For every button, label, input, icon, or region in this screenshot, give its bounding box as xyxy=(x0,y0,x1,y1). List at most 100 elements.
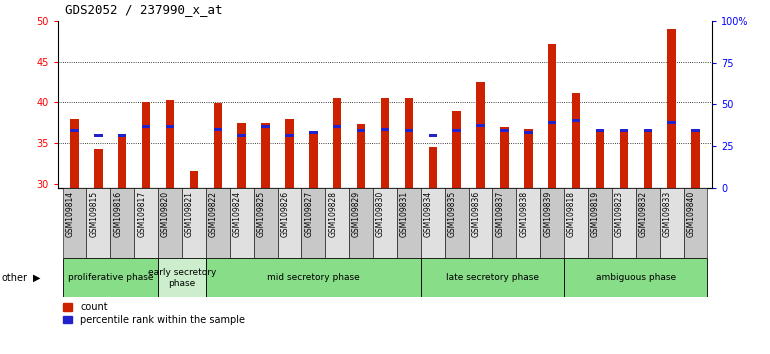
Bar xyxy=(453,129,460,132)
Text: GSM109838: GSM109838 xyxy=(519,191,528,237)
Bar xyxy=(158,188,182,258)
Bar xyxy=(86,188,110,258)
Bar xyxy=(253,188,277,258)
Text: GSM109822: GSM109822 xyxy=(209,191,218,237)
Text: GSM109840: GSM109840 xyxy=(687,191,695,238)
Bar xyxy=(612,188,636,258)
Text: GDS2052 / 237990_x_at: GDS2052 / 237990_x_at xyxy=(65,3,223,16)
Text: GSM109837: GSM109837 xyxy=(495,191,504,238)
Bar xyxy=(668,121,676,124)
Text: GSM109817: GSM109817 xyxy=(137,191,146,237)
Bar xyxy=(134,188,158,258)
Bar xyxy=(596,132,604,188)
Text: proliferative phase: proliferative phase xyxy=(68,273,153,282)
Bar xyxy=(445,188,469,258)
Bar xyxy=(277,188,301,258)
Bar xyxy=(405,129,413,132)
Bar xyxy=(261,125,270,128)
Bar xyxy=(572,119,581,122)
Bar xyxy=(429,147,437,188)
Bar xyxy=(644,129,652,132)
Bar xyxy=(310,131,317,134)
Bar xyxy=(166,125,174,128)
Bar xyxy=(596,129,604,132)
Bar xyxy=(237,134,246,137)
Bar xyxy=(564,188,588,258)
Text: GSM109833: GSM109833 xyxy=(663,191,671,238)
Text: early secretory
phase: early secretory phase xyxy=(148,268,216,287)
Text: GSM109828: GSM109828 xyxy=(328,191,337,237)
Bar xyxy=(453,110,460,188)
Bar xyxy=(70,129,79,132)
Text: GSM109815: GSM109815 xyxy=(89,191,99,237)
Text: GSM109814: GSM109814 xyxy=(65,191,75,237)
Bar xyxy=(206,258,421,297)
Text: GSM109816: GSM109816 xyxy=(113,191,122,237)
Text: late secretory phase: late secretory phase xyxy=(446,273,539,282)
Bar xyxy=(469,188,493,258)
Bar xyxy=(333,98,341,188)
Bar xyxy=(118,134,126,137)
Bar xyxy=(524,131,533,134)
Bar xyxy=(620,132,628,188)
Bar xyxy=(644,132,652,188)
Bar xyxy=(357,124,365,188)
Bar xyxy=(691,132,700,188)
Bar xyxy=(118,135,126,188)
Bar xyxy=(500,127,509,188)
Bar xyxy=(493,188,517,258)
Bar xyxy=(500,129,509,132)
Text: ▶: ▶ xyxy=(33,273,41,283)
Text: GSM109829: GSM109829 xyxy=(352,191,361,237)
Text: GSM109825: GSM109825 xyxy=(256,191,266,237)
Bar xyxy=(142,125,150,128)
Bar xyxy=(206,188,229,258)
Legend: count, percentile rank within the sample: count, percentile rank within the sample xyxy=(62,302,245,325)
Bar xyxy=(213,103,222,188)
Bar xyxy=(301,188,325,258)
Bar xyxy=(94,134,102,137)
Bar xyxy=(158,258,206,297)
Text: other: other xyxy=(2,273,28,283)
Bar xyxy=(421,258,564,297)
Bar xyxy=(94,149,102,188)
Bar xyxy=(182,188,206,258)
Text: GSM109832: GSM109832 xyxy=(639,191,648,237)
Bar xyxy=(572,93,581,188)
Bar xyxy=(405,98,413,188)
Bar xyxy=(349,188,373,258)
Text: GSM109826: GSM109826 xyxy=(280,191,290,237)
Bar xyxy=(62,258,158,297)
Bar xyxy=(325,188,349,258)
Text: GSM109827: GSM109827 xyxy=(304,191,313,237)
Text: GSM109823: GSM109823 xyxy=(615,191,624,237)
Bar xyxy=(333,125,341,128)
Bar xyxy=(636,188,660,258)
Text: mid secretory phase: mid secretory phase xyxy=(267,273,360,282)
Bar xyxy=(142,102,150,188)
Text: GSM109820: GSM109820 xyxy=(161,191,170,237)
Bar xyxy=(373,188,397,258)
Text: GSM109835: GSM109835 xyxy=(447,191,457,238)
Text: GSM109818: GSM109818 xyxy=(567,191,576,237)
Text: GSM109821: GSM109821 xyxy=(185,191,194,237)
Bar xyxy=(62,188,86,258)
Bar xyxy=(684,188,708,258)
Bar xyxy=(261,123,270,188)
Bar xyxy=(548,121,557,124)
Bar xyxy=(541,188,564,258)
Bar xyxy=(213,128,222,131)
Text: ambiguous phase: ambiguous phase xyxy=(596,273,676,282)
Bar xyxy=(310,132,317,188)
Bar xyxy=(429,134,437,137)
Text: GSM109830: GSM109830 xyxy=(376,191,385,238)
Bar xyxy=(691,129,700,132)
Bar xyxy=(357,129,365,132)
Bar xyxy=(110,188,134,258)
Bar xyxy=(668,29,676,188)
Bar xyxy=(285,119,293,188)
Bar xyxy=(660,188,684,258)
Bar xyxy=(564,258,708,297)
Bar xyxy=(548,44,557,188)
Bar xyxy=(397,188,421,258)
